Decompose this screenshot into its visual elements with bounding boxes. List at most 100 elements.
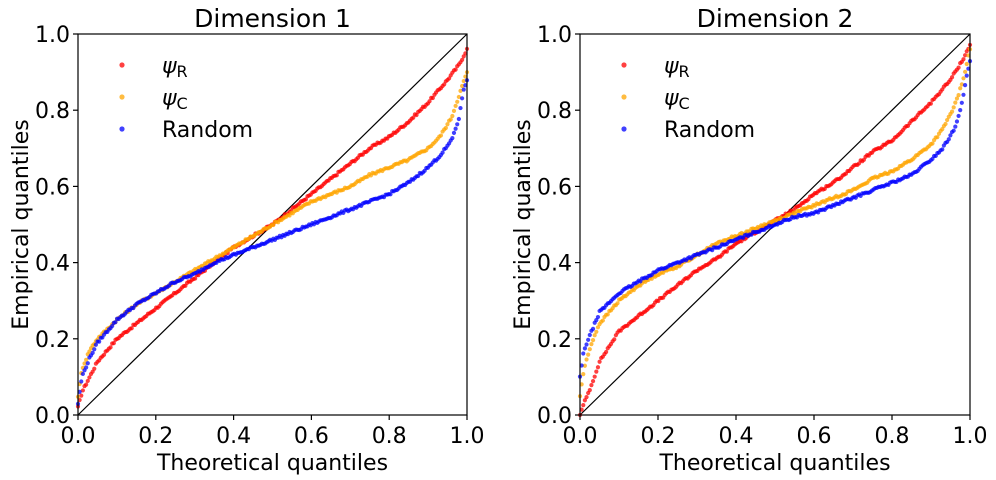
data-point xyxy=(589,383,594,388)
x-tick-label: 0.4 xyxy=(216,424,251,449)
data-point xyxy=(113,320,118,325)
data-point xyxy=(84,357,89,362)
data-point xyxy=(334,173,339,178)
data-point xyxy=(581,351,586,356)
data-point xyxy=(956,93,961,98)
data-point xyxy=(963,69,968,74)
axes-frame xyxy=(579,33,971,416)
data-point xyxy=(438,133,444,138)
legend: ψR ψC Random xyxy=(119,54,253,143)
data-point xyxy=(455,99,460,104)
data-point xyxy=(600,318,605,323)
data-point xyxy=(943,121,948,127)
data-point xyxy=(440,150,445,155)
data-point xyxy=(856,161,862,166)
data-point xyxy=(956,113,961,119)
x-tick-label: 0.2 xyxy=(641,424,676,449)
data-point xyxy=(448,117,453,122)
data-point xyxy=(584,357,589,362)
y-tick-label: 0.8 xyxy=(537,99,572,124)
y-tick-label: 0.0 xyxy=(537,404,572,429)
data-point xyxy=(92,366,97,371)
data-point xyxy=(108,345,113,350)
data-point xyxy=(953,100,958,105)
data-point xyxy=(961,76,966,81)
x-tick-label: 0.2 xyxy=(138,424,173,449)
data-point xyxy=(451,108,457,113)
data-point xyxy=(430,95,435,101)
data-point xyxy=(85,361,90,366)
legend-marker xyxy=(119,94,125,100)
x-tick-label: 0.0 xyxy=(563,424,598,449)
data-point xyxy=(581,403,586,408)
data-point xyxy=(450,113,455,119)
legend: ψR ψC Random xyxy=(621,54,755,143)
data-point xyxy=(460,57,465,62)
chart-panel-1: 0.0 0.2 0.4 0.6 0.8 1.0 0.0 0.2 0.4 0.6 0.8 1.0 Dime… xyxy=(9,4,485,476)
data-point xyxy=(948,133,953,138)
data-point xyxy=(949,75,955,80)
chart-title: Dimension 2 xyxy=(697,4,854,33)
legend-marker xyxy=(621,126,627,132)
data-point xyxy=(951,128,956,133)
data-point xyxy=(604,349,609,355)
data-point xyxy=(451,130,457,135)
data-point xyxy=(582,346,588,351)
data-point xyxy=(951,105,956,110)
data-point xyxy=(455,122,460,127)
data-point xyxy=(414,112,419,118)
x-tick-label: 0.4 xyxy=(719,424,754,449)
data-point xyxy=(959,82,964,87)
y-axis-label: Empirical quantiles xyxy=(9,119,34,329)
data-point xyxy=(592,374,597,379)
data-point xyxy=(589,342,594,347)
data-point xyxy=(590,326,596,332)
data-point xyxy=(445,122,450,127)
data-point xyxy=(959,100,964,105)
y-tick-label: 0.6 xyxy=(35,175,70,200)
data-point xyxy=(586,337,591,342)
data-point xyxy=(945,117,950,123)
data-point xyxy=(87,349,92,354)
legend-label: ψR xyxy=(162,54,188,81)
data-point xyxy=(594,369,599,374)
legend-label: Random xyxy=(162,118,253,143)
data-point xyxy=(581,371,586,377)
data-point xyxy=(582,363,588,368)
data-point xyxy=(84,382,89,387)
data-point xyxy=(587,347,592,352)
data-point xyxy=(85,378,90,384)
legend-label: ψC xyxy=(162,86,188,113)
x-axis-label: Theoretical quantiles xyxy=(658,451,890,476)
data-point xyxy=(961,57,966,62)
data-point xyxy=(453,67,458,72)
legend-label: ψC xyxy=(664,86,690,113)
data-point xyxy=(110,323,115,329)
data-point xyxy=(93,342,98,347)
data-point xyxy=(590,338,596,343)
legend-label: Random xyxy=(664,118,755,143)
y-tick-label: 1.0 xyxy=(35,23,70,48)
data-point xyxy=(411,115,416,120)
data-point xyxy=(940,147,945,152)
data-point xyxy=(458,88,463,93)
x-tick-label: 0.8 xyxy=(372,424,407,449)
data-point xyxy=(612,337,617,342)
data-point xyxy=(90,350,95,355)
y-tick-label: 1.0 xyxy=(537,23,572,48)
y-tick-label: 0.2 xyxy=(35,328,70,353)
legend-marker xyxy=(621,62,627,68)
data-point xyxy=(963,53,968,58)
data-point xyxy=(587,332,592,338)
data-point xyxy=(458,105,463,111)
y-tick-label: 0.6 xyxy=(537,175,572,200)
data-point xyxy=(79,393,84,398)
data-point xyxy=(954,119,960,124)
y-tick-label: 0.4 xyxy=(537,252,572,277)
data-point xyxy=(964,61,969,67)
data-point xyxy=(954,96,960,101)
data-point xyxy=(615,301,620,306)
data-point xyxy=(590,379,596,384)
data-point xyxy=(461,78,466,84)
